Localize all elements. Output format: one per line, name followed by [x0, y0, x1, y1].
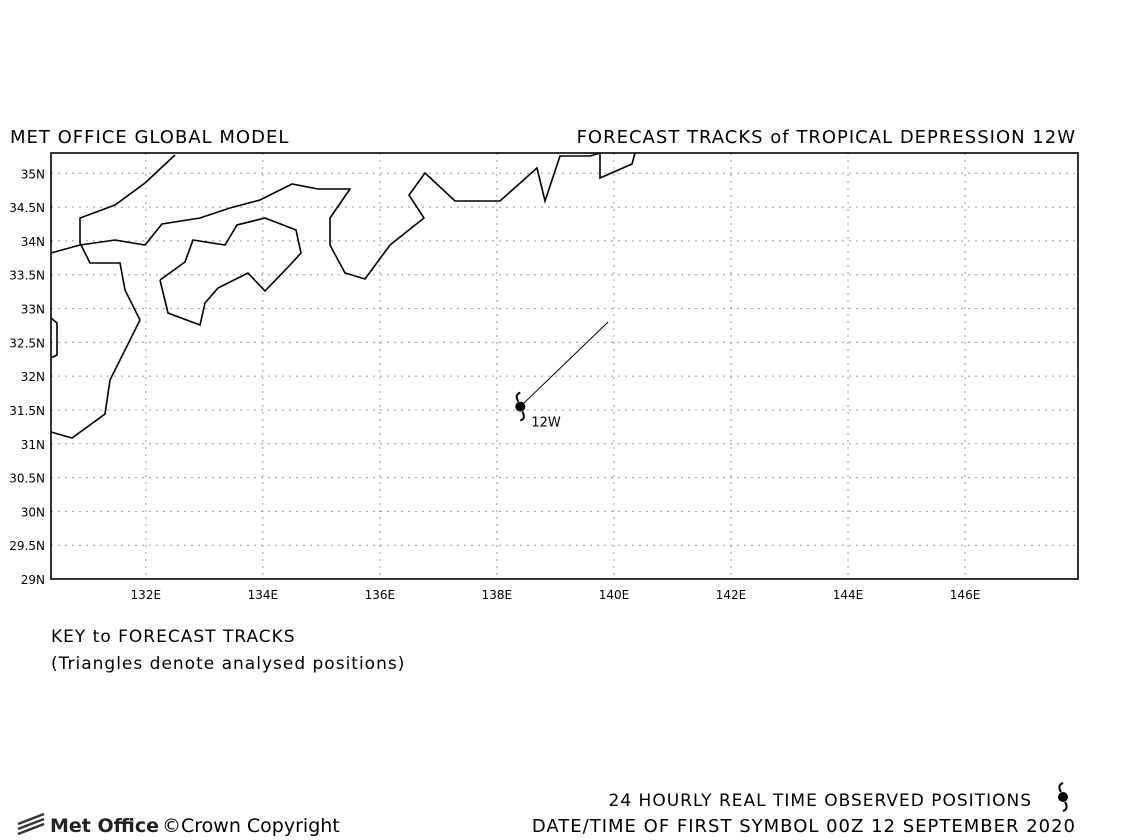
storm-core: [515, 401, 526, 412]
storm-arm: [515, 391, 521, 403]
x-tick-label: 146E: [950, 588, 981, 602]
copyright: ©Crown Copyright: [162, 815, 340, 837]
footer-line2: DATE/TIME OF FIRST SYMBOL 00Z 12 SEPTEMB…: [532, 816, 1076, 837]
x-tick-label: 144E: [833, 588, 864, 602]
coastline: [50, 154, 176, 439]
y-tick-label: 31N: [21, 438, 45, 452]
y-tick-label: 34.5N: [9, 201, 45, 215]
y-tick-label: 33.5N: [9, 269, 45, 283]
y-tick-label: 33N: [21, 303, 45, 317]
key-title: KEY to FORECAST TRACKS: [51, 627, 296, 647]
y-tick-label: 32N: [21, 370, 45, 384]
y-tick-label: 29N: [21, 573, 45, 587]
storm-arm: [519, 411, 525, 422]
y-tick-label: 30.5N: [9, 472, 45, 486]
legend-storm-symbol: [1058, 782, 1068, 812]
x-tick-label: 142E: [716, 588, 747, 602]
x-tick-label: 140E: [599, 588, 630, 602]
footer-line1: 24 HOURLY REAL TIME OBSERVED POSITIONS: [609, 791, 1032, 811]
coastline: [159, 217, 302, 327]
storm-label: 12W: [531, 416, 561, 431]
storm-symbol: [515, 391, 526, 422]
x-tick-label: 138E: [482, 588, 513, 602]
map-frame: [50, 152, 1079, 580]
x-tick-label: 134E: [248, 588, 279, 602]
logo-text: Met Office: [50, 815, 159, 837]
coastline: [50, 317, 58, 359]
forecast-track: [519, 321, 609, 407]
y-tick-label: 34N: [21, 235, 45, 249]
marks: 12W: [515, 321, 609, 431]
y-tick-label: 32.5N: [9, 336, 45, 350]
key-note: (Triangles denote analysed positions): [51, 654, 405, 674]
x-tick-label: 136E: [365, 588, 396, 602]
y-tick-label: 35N: [21, 167, 45, 181]
y-tick-label: 30N: [21, 505, 45, 519]
grid: 132E 134E 136E 138E 140E 142E 144E 146E 29N 29.5N…: [9, 153, 1078, 602]
title-right: FORECAST TRACKS of TROPICAL DEPRESSION 1…: [577, 127, 1076, 148]
coastline: [50, 151, 636, 280]
title-left: MET OFFICE GLOBAL MODEL: [10, 127, 289, 148]
y-tick-label: 29.5N: [9, 539, 45, 553]
x-tick-label: 132E: [131, 588, 162, 602]
logo: Met Office: [17, 812, 159, 837]
y-tick-label: 31.5N: [9, 404, 45, 418]
coastlines: [50, 151, 636, 439]
